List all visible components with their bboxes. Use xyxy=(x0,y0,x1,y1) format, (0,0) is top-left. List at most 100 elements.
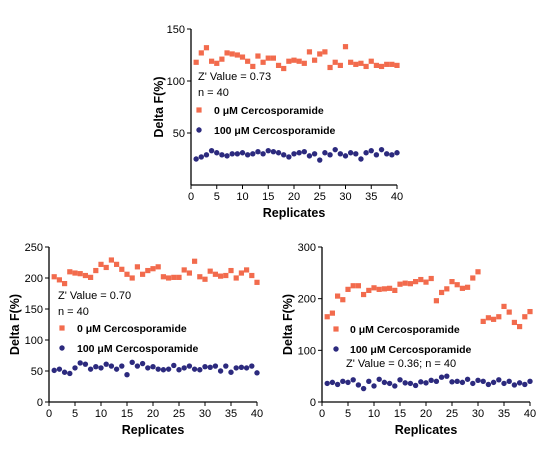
annotation-text: Z' Value = 0.73 xyxy=(198,71,271,83)
data-point-circle xyxy=(239,150,246,156)
data-point-square xyxy=(459,285,465,291)
data-point-circle xyxy=(376,376,382,382)
data-point-circle xyxy=(322,150,328,156)
data-point-circle xyxy=(193,156,199,162)
data-point-square xyxy=(212,271,218,277)
data-point-circle xyxy=(392,383,398,389)
data-point-circle xyxy=(212,363,219,369)
y-axis-title: Delta F(%) xyxy=(8,294,22,355)
legend-marker-circle xyxy=(59,345,65,351)
data-point-circle xyxy=(397,377,403,383)
data-point-circle xyxy=(98,365,104,371)
x-tick-label: 40 xyxy=(251,408,263,420)
data-point-square xyxy=(397,281,403,287)
data-point-circle xyxy=(281,152,287,158)
data-point-circle xyxy=(250,151,256,157)
data-point-circle xyxy=(228,369,234,375)
legend-marker-square xyxy=(59,325,65,331)
data-point-square xyxy=(496,314,502,320)
x-tick-label: 40 xyxy=(391,191,403,203)
x-tick-label: 25 xyxy=(446,408,458,420)
data-point-square xyxy=(275,62,282,68)
y-tick-label: 50 xyxy=(173,128,185,140)
data-point-circle xyxy=(286,154,292,160)
data-point-circle xyxy=(501,380,507,387)
data-point-square xyxy=(198,50,204,56)
data-point-circle xyxy=(389,152,395,158)
series-100uM xyxy=(193,146,400,163)
data-point-square xyxy=(501,303,507,310)
data-point-circle xyxy=(342,153,349,159)
data-point-square xyxy=(407,281,413,287)
data-point-circle xyxy=(490,379,497,386)
data-point-square xyxy=(475,269,481,275)
annotation-text: n = 40 xyxy=(58,306,89,318)
y-axis-title: Delta F(%) xyxy=(281,294,295,355)
data-point-circle xyxy=(219,152,225,158)
y-tick-label: 300 xyxy=(298,242,316,254)
data-point-square xyxy=(439,289,445,296)
annotation-text: Z' Value = 0.36; n = 40 xyxy=(346,358,456,370)
data-point-square xyxy=(160,274,166,280)
data-point-square xyxy=(296,58,302,64)
data-point-square xyxy=(381,286,387,292)
chart-panel-1: 0 5 10 15 20 25 30 35 40 50 100 150 Replicates Delta … xyxy=(152,24,403,220)
data-point-square xyxy=(322,49,328,55)
data-point-square xyxy=(245,58,251,64)
data-point-circle xyxy=(360,385,367,392)
data-point-circle xyxy=(358,156,364,162)
data-point-square xyxy=(255,53,261,59)
data-point-circle xyxy=(82,361,89,367)
data-point-circle xyxy=(207,364,213,370)
data-point-square xyxy=(82,272,88,279)
data-point-circle xyxy=(165,366,172,372)
data-point-circle xyxy=(243,365,250,371)
data-point-square xyxy=(171,274,177,280)
data-point-square xyxy=(340,297,346,303)
data-point-square xyxy=(77,271,83,277)
data-point-circle xyxy=(186,363,193,369)
data-point-square xyxy=(350,283,356,289)
data-point-circle xyxy=(347,150,354,156)
x-tick-label: 20 xyxy=(147,408,159,420)
data-point-square xyxy=(428,275,434,282)
data-point-circle xyxy=(373,152,380,158)
data-point-square xyxy=(140,271,146,277)
data-point-square xyxy=(265,55,271,61)
legend-label: 0 μM Cercosporamide xyxy=(214,105,324,117)
data-point-circle xyxy=(255,149,261,155)
data-point-circle xyxy=(412,382,419,389)
data-point-square xyxy=(470,275,476,281)
chart-panel-2: 0 5 10 15 20 25 30 35 40 0 50 100 150 200 250 Replicate… xyxy=(8,242,263,437)
x-tick-label: 5 xyxy=(345,408,351,420)
y-tick-label: 200 xyxy=(25,273,43,285)
data-point-square xyxy=(124,271,130,277)
data-point-circle xyxy=(454,378,460,385)
data-point-square xyxy=(207,268,213,274)
data-point-square xyxy=(228,267,234,274)
data-point-square xyxy=(491,316,497,322)
data-point-square xyxy=(373,62,379,68)
data-point-circle xyxy=(475,377,481,383)
data-point-square xyxy=(209,58,215,64)
x-tick-label: 10 xyxy=(368,408,380,420)
data-point-circle xyxy=(438,374,445,380)
data-point-circle xyxy=(306,153,313,159)
data-point-square xyxy=(402,280,408,286)
data-point-circle xyxy=(197,367,203,373)
x-tick-label: 5 xyxy=(214,191,220,203)
data-point-circle xyxy=(145,365,151,371)
data-point-square xyxy=(150,266,156,272)
data-point-circle xyxy=(191,366,198,372)
data-point-circle xyxy=(217,368,224,374)
data-point-square xyxy=(327,64,333,71)
data-point-square xyxy=(418,276,424,283)
series-100uM xyxy=(51,359,260,378)
data-point-circle xyxy=(139,360,146,367)
data-point-square xyxy=(332,59,338,65)
data-point-square xyxy=(114,261,120,267)
legend-marker-square xyxy=(196,107,202,113)
data-point-circle xyxy=(229,151,235,157)
data-point-square xyxy=(286,58,292,64)
data-point-square xyxy=(67,269,73,275)
